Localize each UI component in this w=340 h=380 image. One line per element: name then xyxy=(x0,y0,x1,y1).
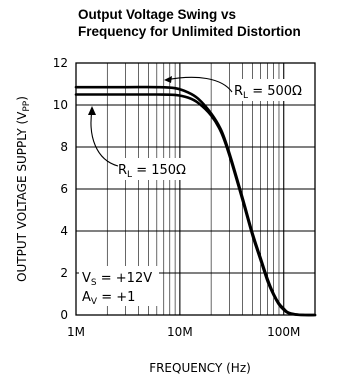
y-axis-label: OUTPUT VOLTAGE SUPPLY (VPP) xyxy=(15,96,32,282)
y-tick-label: 2 xyxy=(60,266,68,280)
annotation-rl150: RL = 150Ω xyxy=(118,163,186,180)
x-tick-label: 10M xyxy=(167,325,193,339)
series-lines xyxy=(74,85,317,317)
annotation-arrow-rl500 xyxy=(165,76,233,93)
x-tick-label: 1M xyxy=(67,325,85,339)
y-tick-label: 12 xyxy=(53,56,68,70)
chart-title-line-2: Frequency for Unlimited Distortion xyxy=(78,24,301,39)
annotation-vs: VS = +12V xyxy=(82,271,152,288)
y-tick-label: 0 xyxy=(60,308,68,322)
annotation-av: AV = +1 xyxy=(82,290,135,307)
annotation-arrow-rl150 xyxy=(90,109,119,167)
annotation-arrowhead-rl500 xyxy=(164,76,172,83)
annotation-bg-rl500 xyxy=(231,79,311,101)
y-tick-label: 10 xyxy=(53,98,68,112)
x-axis-label: FREQUENCY (Hz) xyxy=(149,361,251,375)
y-tick-label: 4 xyxy=(60,224,68,238)
annotation-bg-conditions xyxy=(79,266,159,306)
annotation-bg-rl150 xyxy=(116,158,198,180)
y-tick-label: 6 xyxy=(60,182,68,196)
annotation-arrowhead-rl150 xyxy=(88,106,96,115)
plot-frame xyxy=(75,62,316,316)
series-line-rl150 xyxy=(74,93,317,317)
tick-labels: 0 2 4 6 8 10 12 1M 10M 100M xyxy=(53,56,301,339)
chart-title-line-1: Output Voltage Swing vs xyxy=(78,7,236,22)
y-tick-label: 8 xyxy=(60,140,68,154)
annotation-rl500: RL = 500Ω xyxy=(234,84,302,101)
x-tick-label: 100M xyxy=(267,325,300,339)
grid xyxy=(76,63,315,315)
